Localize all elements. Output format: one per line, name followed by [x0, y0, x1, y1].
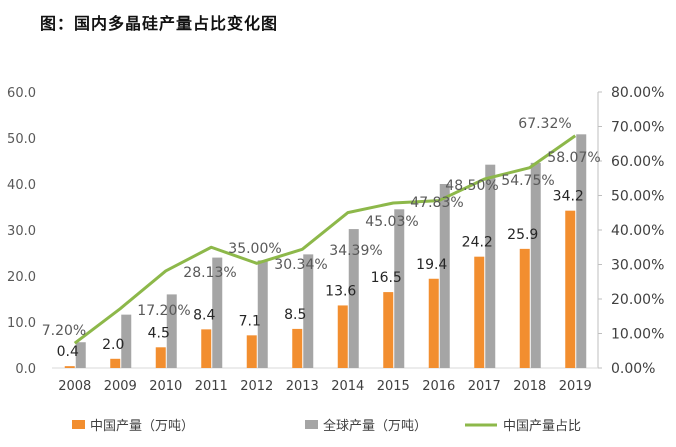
- china-share-line: [73, 134, 577, 345]
- global-production-bar: [212, 257, 223, 368]
- global-production-bar: [530, 162, 541, 368]
- x-axis-tick-label: 2008: [58, 379, 91, 394]
- china-production-data-label: 2.0: [102, 337, 124, 353]
- global-production-bar: [257, 260, 268, 368]
- global-production-bar: [576, 134, 587, 368]
- right-axis-tick-label: 30.00%: [611, 258, 664, 274]
- china-production-data-label: 13.6: [325, 283, 356, 299]
- china-production-bar: [155, 347, 166, 368]
- x-axis-tick-label: 2018: [513, 379, 546, 394]
- x-axis-tick-label: 2009: [104, 379, 137, 394]
- china-production-bar: [383, 292, 394, 368]
- left-axis-tick-label: 10.0: [7, 316, 36, 331]
- china-production-bar: [337, 305, 348, 368]
- right-axis-tick-label: 60.00%: [611, 154, 664, 170]
- right-axis-tick-label: 50.00%: [611, 189, 664, 205]
- legend-label-china-production: 中国产量（万吨）: [90, 419, 194, 434]
- right-axis-tick-label: 20.00%: [611, 292, 664, 308]
- china-production-data-label: 4.5: [148, 325, 170, 341]
- china-production-data-label: 8.4: [193, 307, 215, 323]
- china-production-data-label: 0.4: [57, 344, 79, 360]
- left-axis-tick-label: 40.0: [7, 178, 36, 193]
- legend-swatch-china-production: [72, 420, 85, 429]
- china-share-data-label: 7.20%: [42, 323, 86, 339]
- china-production-bar: [110, 358, 121, 368]
- right-axis-tick-label: 80.00%: [611, 85, 664, 101]
- right-axis-tick-label: 0.00%: [611, 361, 655, 377]
- global-production-bar: [394, 209, 405, 368]
- global-production-bar: [75, 342, 86, 368]
- x-axis-tick-label: 2016: [422, 379, 455, 394]
- x-axis-tick-label: 2013: [286, 379, 319, 394]
- china-production-data-label: 7.1: [239, 313, 261, 329]
- china-production-bar: [292, 328, 303, 368]
- china-production-bar: [64, 366, 75, 368]
- left-axis-tick-label: 50.0: [7, 132, 36, 147]
- china-share-data-label: 30.34%: [274, 257, 327, 273]
- china-share-data-label: 17.20%: [137, 303, 190, 319]
- china-production-bar: [519, 248, 530, 368]
- global-production-bar: [166, 294, 177, 368]
- left-axis-tick-label: 0.0: [15, 362, 36, 377]
- chart-title: 图：国内多晶硅产量占比变化图: [40, 14, 279, 33]
- left-axis-tick-label: 60.0: [7, 86, 36, 101]
- x-axis-tick-label: 2015: [377, 379, 410, 394]
- china-share-data-label: 34.39%: [329, 243, 382, 259]
- china-production-data-label: 24.2: [462, 235, 493, 251]
- china-share-data-label: 48.50%: [445, 178, 498, 194]
- china-share-data-label: 45.03%: [365, 214, 418, 230]
- x-axis-tick-label: 2014: [331, 379, 364, 394]
- x-axis-tick-label: 2012: [240, 379, 273, 394]
- china-production-data-label: 19.4: [416, 257, 447, 273]
- x-axis-tick-label: 2019: [559, 379, 592, 394]
- global-production-bar: [121, 314, 132, 368]
- x-axis-tick-label: 2017: [468, 379, 501, 394]
- china-production-data-label: 8.5: [284, 307, 306, 323]
- china-production-data-label: 34.2: [553, 189, 584, 205]
- china-production-data-label: 25.9: [507, 227, 538, 243]
- china-share-data-label: 67.32%: [518, 116, 571, 132]
- china-production-bar: [246, 335, 257, 368]
- x-axis-tick-label: 2011: [195, 379, 228, 394]
- china-share-data-label: 35.00%: [228, 241, 281, 257]
- global-production-bar: [348, 229, 359, 368]
- china-share-data-label: 47.83%: [410, 195, 463, 211]
- left-axis-tick-label: 20.0: [7, 270, 36, 285]
- left-axis-tick-label: 30.0: [7, 224, 36, 239]
- china-production-bar: [201, 329, 212, 368]
- legend-label-china-share: 中国产量占比: [503, 419, 581, 434]
- china-share-data-label: 58.07%: [547, 150, 600, 166]
- x-axis-tick-label: 2010: [149, 379, 182, 394]
- global-production-bar: [439, 184, 450, 368]
- china-production-data-label: 16.5: [371, 270, 402, 286]
- legend-label-global-production: 全球产量（万吨）: [323, 418, 427, 434]
- right-axis-tick-label: 10.00%: [611, 327, 664, 343]
- global-production-bar: [303, 254, 314, 368]
- china-share-data-label: 28.13%: [183, 265, 236, 281]
- china-production-bar: [474, 256, 485, 368]
- china-production-bar: [428, 278, 439, 368]
- legend-swatch-global-production: [305, 420, 318, 429]
- china-share-data-label: 54.75%: [501, 173, 554, 189]
- china-production-bar: [565, 210, 576, 368]
- right-axis-tick-label: 40.00%: [611, 223, 664, 239]
- global-production-bar: [485, 164, 496, 368]
- right-axis-tick-label: 70.00%: [611, 120, 664, 136]
